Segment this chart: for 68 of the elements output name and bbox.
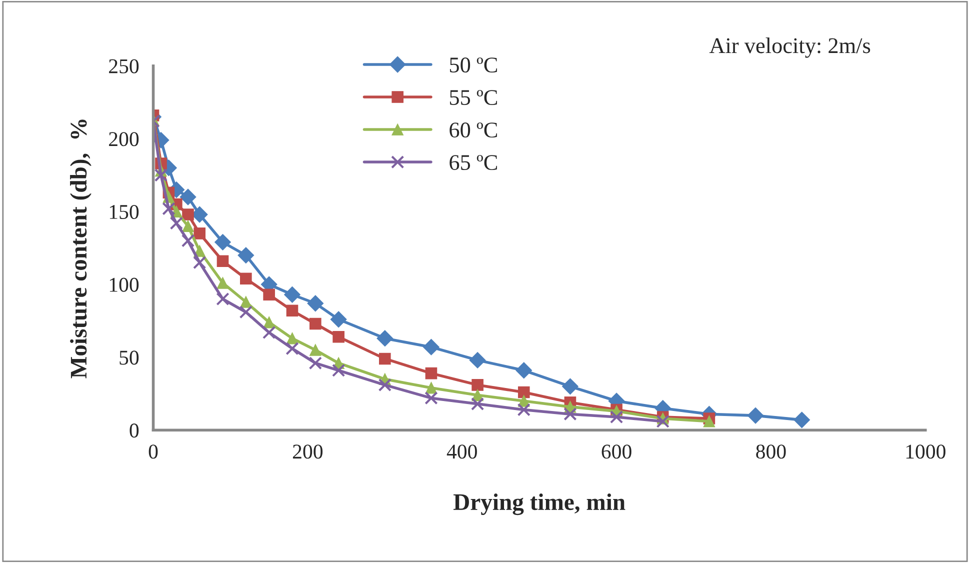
point bbox=[170, 216, 184, 230]
x-tick-label: 1000 bbox=[906, 444, 946, 459]
y-tick-label: 250 bbox=[109, 59, 139, 74]
point bbox=[703, 415, 716, 428]
legend-label: 55 ºC bbox=[450, 90, 497, 106]
x-axis-title: Drying time, min bbox=[454, 493, 626, 516]
point bbox=[262, 326, 276, 340]
point bbox=[470, 397, 484, 411]
x-tick-label: 400 bbox=[446, 444, 477, 459]
point bbox=[472, 379, 484, 391]
point bbox=[238, 247, 254, 264]
point bbox=[656, 414, 670, 428]
point bbox=[332, 364, 346, 377]
legend-label: 60 ºC bbox=[450, 122, 497, 138]
point bbox=[181, 234, 195, 248]
point bbox=[516, 362, 532, 379]
point bbox=[307, 295, 324, 312]
point bbox=[330, 311, 347, 328]
point bbox=[216, 292, 230, 306]
point bbox=[518, 386, 530, 398]
point bbox=[182, 208, 194, 220]
point bbox=[469, 352, 486, 368]
x-tick-label: 200 bbox=[292, 444, 323, 459]
point bbox=[162, 202, 176, 216]
point bbox=[216, 277, 229, 289]
y-tick-label: 0 bbox=[130, 424, 139, 438]
point bbox=[794, 412, 810, 428]
point bbox=[286, 342, 299, 356]
point bbox=[564, 408, 577, 421]
point bbox=[286, 332, 298, 344]
x-tick-label: 800 bbox=[756, 444, 786, 459]
point bbox=[423, 338, 440, 356]
point bbox=[310, 344, 322, 356]
text: Air velocity: 2m/s bbox=[709, 38, 870, 58]
legend-label: 65 ºC bbox=[450, 155, 497, 170]
point bbox=[425, 367, 438, 380]
point bbox=[376, 330, 394, 347]
point bbox=[216, 255, 229, 268]
point bbox=[286, 304, 298, 317]
point bbox=[263, 288, 275, 301]
point bbox=[562, 378, 578, 395]
point bbox=[425, 382, 438, 394]
point bbox=[194, 228, 206, 240]
y-axis-title: Moisture content (db), % bbox=[70, 120, 92, 378]
point bbox=[610, 410, 624, 424]
legend-label: 50 ºC bbox=[450, 58, 497, 73]
x-tick-label: 600 bbox=[602, 444, 632, 459]
point bbox=[192, 256, 206, 270]
y-tick-label: 150 bbox=[110, 204, 139, 220]
y-tick-label: 100 bbox=[110, 278, 139, 292]
point bbox=[239, 306, 253, 319]
point bbox=[182, 220, 194, 232]
point bbox=[517, 403, 530, 416]
point bbox=[154, 168, 168, 182]
x-tick-label: 0 bbox=[148, 444, 158, 459]
point bbox=[424, 391, 438, 405]
point bbox=[332, 330, 344, 343]
y-tick-label: 50 bbox=[120, 350, 139, 365]
point bbox=[378, 352, 391, 365]
point bbox=[240, 272, 252, 285]
point bbox=[284, 286, 300, 303]
y-tick-label: 200 bbox=[109, 132, 139, 146]
point bbox=[214, 234, 231, 250]
point bbox=[378, 378, 392, 392]
point bbox=[180, 188, 196, 206]
point bbox=[310, 318, 322, 330]
point bbox=[747, 407, 764, 424]
point bbox=[308, 356, 322, 370]
